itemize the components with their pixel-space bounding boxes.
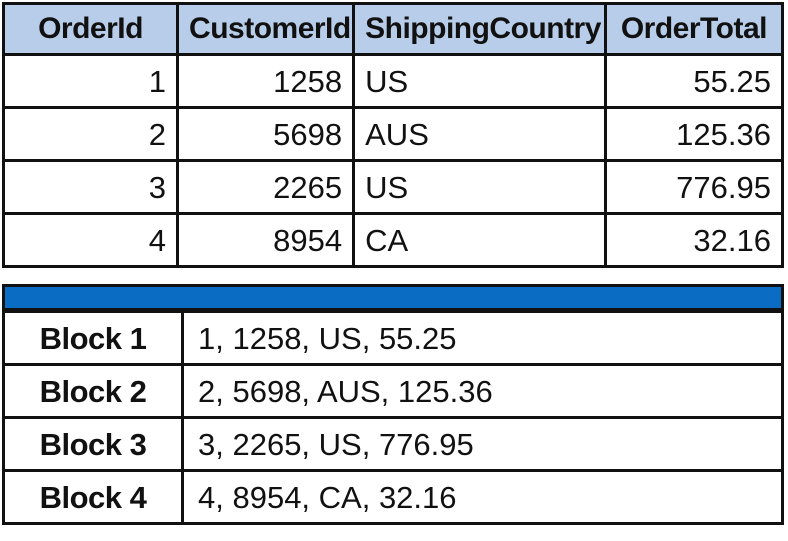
block-content: 1, 1258, US, 55.25 <box>181 310 784 366</box>
cell-shippingcountry: US <box>352 53 607 109</box>
block-label: Block 2 <box>2 363 184 419</box>
cell-orderid: 1 <box>1 53 180 109</box>
cell-orderid: 4 <box>1 212 180 268</box>
block-content: 4, 8954, CA, 32.16 <box>181 469 784 525</box>
block-content: 3, 2265, US, 776.95 <box>181 416 784 472</box>
orders-header-row: OrderId CustomerId ShippingCountry Order… <box>1 2 785 56</box>
table-row: 2 5698 AUS 125.36 <box>1 106 785 162</box>
block-row: Block 4 4, 8954, CA, 32.16 <box>2 469 784 525</box>
cell-customerid: 1258 <box>176 53 356 109</box>
blocks-table: Block 1 1, 1258, US, 55.25 Block 2 2, 56… <box>2 310 784 525</box>
cell-shippingcountry: AUS <box>352 106 607 162</box>
header-ordertotal: OrderTotal <box>603 2 785 56</box>
block-label: Block 1 <box>2 310 184 366</box>
header-shippingcountry: ShippingCountry <box>352 2 607 56</box>
cell-shippingcountry: CA <box>352 212 607 268</box>
cell-customerid: 5698 <box>176 106 356 162</box>
cell-orderid: 3 <box>1 159 180 215</box>
separator-bar <box>2 284 784 311</box>
header-customerid: CustomerId <box>176 2 356 56</box>
cell-shippingcountry: US <box>352 159 607 215</box>
cell-orderid: 2 <box>1 106 180 162</box>
block-label: Block 4 <box>2 469 184 525</box>
block-content: 2, 5698, AUS, 125.36 <box>181 363 784 419</box>
header-orderid: OrderId <box>1 2 180 56</box>
table-row: 1 1258 US 55.25 <box>1 53 785 109</box>
block-row: Block 3 3, 2265, US, 776.95 <box>2 416 784 472</box>
table-row: 3 2265 US 776.95 <box>1 159 785 215</box>
cell-ordertotal: 776.95 <box>603 159 785 215</box>
block-label: Block 3 <box>2 416 184 472</box>
cell-ordertotal: 32.16 <box>603 212 785 268</box>
block-row: Block 1 1, 1258, US, 55.25 <box>2 310 784 366</box>
cell-customerid: 8954 <box>176 212 356 268</box>
cell-ordertotal: 125.36 <box>603 106 785 162</box>
cell-customerid: 2265 <box>176 159 356 215</box>
orders-table: OrderId CustomerId ShippingCountry Order… <box>1 2 785 268</box>
block-row: Block 2 2, 5698, AUS, 125.36 <box>2 363 784 419</box>
cell-ordertotal: 55.25 <box>603 53 785 109</box>
table-row: 4 8954 CA 32.16 <box>1 212 785 268</box>
